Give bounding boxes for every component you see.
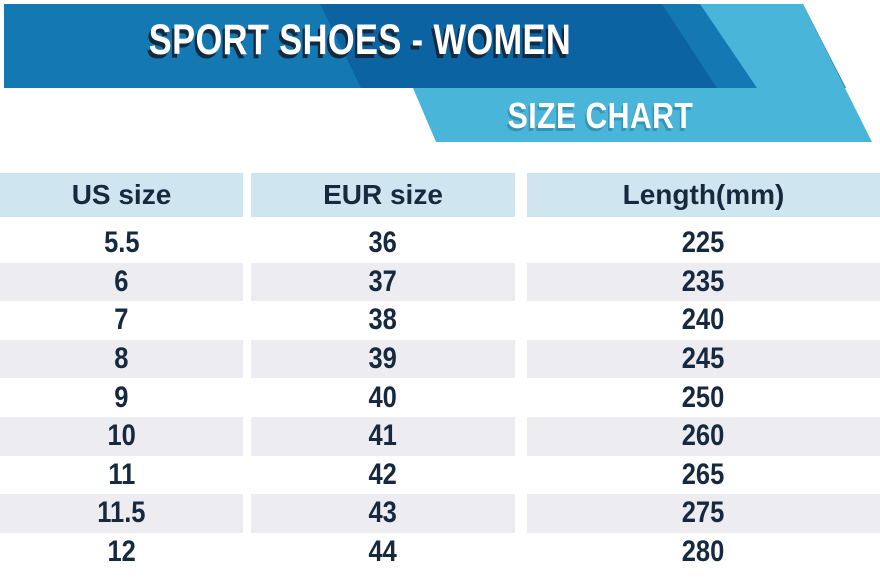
eur-size-cell: 38 (368, 303, 398, 337)
table-row: 10 41 260 (0, 416, 880, 456)
page-title-text: SPORT SHOES - WOMEN (148, 15, 572, 64)
table-row: 8 39 245 (0, 339, 880, 379)
length-cell: 265 (682, 457, 725, 491)
length-cell: 260 (527, 416, 880, 456)
column-header-us-size: US size (0, 173, 243, 217)
size-chart-ribbon-text: SIZE CHART (507, 95, 693, 136)
table-row: 6 37 235 (0, 262, 880, 302)
length-cell: 225 (682, 226, 725, 260)
table-row: 9 40 250 (0, 378, 880, 417)
page-title: SPORT SHOES - WOMEN (90, 14, 630, 66)
us-size-cell: 9 (114, 380, 129, 414)
eur-size-cell: 36 (368, 226, 398, 260)
us-size-cell: 5.5 (103, 226, 140, 260)
size-table: US size EUR size Length(mm) 5.5 36 225 6… (0, 173, 880, 571)
table-header-row: US size EUR size Length(mm) (0, 173, 880, 217)
eur-size-cell: 43 (251, 494, 515, 533)
table-row: 11.5 43 275 (0, 494, 880, 533)
us-size-cell: 11.5 (0, 494, 243, 533)
us-size-cell: 7 (114, 303, 129, 337)
eur-size-cell: 44 (368, 535, 398, 569)
eur-size-cell: 37 (251, 262, 515, 302)
us-size-cell: 6 (0, 262, 243, 302)
length-cell: 275 (527, 494, 880, 533)
us-size-cell: 10 (0, 416, 243, 456)
length-cell: 250 (682, 380, 725, 414)
column-header-length-mm: Length(mm) (527, 173, 880, 217)
eur-size-cell: 40 (368, 380, 398, 414)
eur-size-cell: 39 (251, 339, 515, 379)
length-cell: 235 (527, 262, 880, 302)
table-row: 11 42 265 (0, 456, 880, 495)
table-row: 5.5 36 225 (0, 224, 880, 263)
length-cell: 280 (682, 535, 725, 569)
table-row: 12 44 280 (0, 533, 880, 572)
table-body: 5.5 36 225 6 37 235 7 38 240 8 39 245 9 … (0, 224, 880, 571)
length-cell: 240 (682, 303, 725, 337)
eur-size-cell: 42 (368, 457, 398, 491)
length-cell: 245 (527, 339, 880, 379)
column-header-eur-size: EUR size (251, 173, 515, 217)
size-chart-ribbon-label: SIZE CHART (450, 95, 750, 136)
table-row: 7 38 240 (0, 301, 880, 340)
us-size-cell: 8 (0, 339, 243, 379)
us-size-cell: 11 (108, 457, 135, 491)
us-size-cell: 12 (107, 535, 136, 569)
eur-size-cell: 41 (251, 416, 515, 456)
